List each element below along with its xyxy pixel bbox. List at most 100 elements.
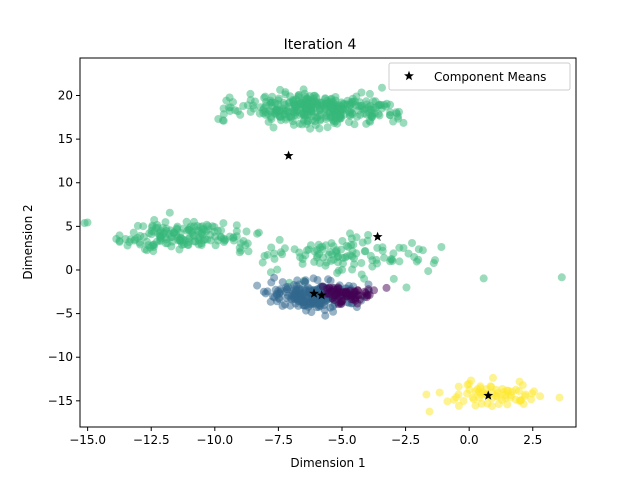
data-point bbox=[339, 259, 347, 268]
data-point bbox=[163, 239, 172, 248]
data-point bbox=[311, 113, 320, 122]
data-point bbox=[115, 236, 124, 245]
y-tick-label: 0 bbox=[65, 263, 73, 277]
data-point bbox=[149, 240, 158, 249]
data-point bbox=[280, 244, 289, 253]
data-point bbox=[494, 400, 503, 409]
data-point bbox=[313, 251, 322, 260]
data-point bbox=[310, 257, 319, 266]
data-point bbox=[530, 387, 538, 396]
data-point bbox=[338, 237, 347, 245]
data-point bbox=[386, 255, 395, 264]
data-point bbox=[267, 243, 276, 252]
y-tick-label: 5 bbox=[65, 219, 73, 233]
data-point bbox=[232, 221, 241, 230]
data-point bbox=[328, 284, 337, 293]
x-tick-label: −15.0 bbox=[69, 433, 106, 447]
data-point bbox=[263, 250, 272, 259]
data-point bbox=[346, 100, 355, 109]
data-point bbox=[314, 240, 323, 249]
data-point bbox=[286, 112, 295, 121]
data-point bbox=[329, 255, 338, 264]
x-tick-label: −2.5 bbox=[391, 433, 420, 447]
data-point bbox=[425, 407, 434, 416]
legend-box bbox=[388, 62, 571, 91]
component-mean-star bbox=[316, 290, 327, 300]
y-tick-label: 15 bbox=[58, 132, 73, 146]
data-point bbox=[322, 258, 331, 267]
data-point bbox=[471, 401, 480, 410]
component-means bbox=[283, 150, 494, 400]
data-point bbox=[363, 236, 372, 245]
component-mean-star bbox=[372, 231, 383, 242]
data-point bbox=[291, 103, 300, 112]
data-point bbox=[185, 224, 194, 233]
x-tick-label: −10.0 bbox=[196, 433, 233, 447]
data-point bbox=[476, 384, 485, 393]
data-point bbox=[536, 392, 545, 401]
data-point bbox=[299, 289, 308, 298]
data-point bbox=[402, 283, 411, 292]
data-point bbox=[267, 115, 276, 123]
data-point bbox=[341, 253, 350, 262]
data-point bbox=[303, 111, 312, 120]
data-point bbox=[515, 377, 524, 386]
data-point bbox=[315, 301, 324, 310]
data-point bbox=[412, 257, 421, 266]
data-point bbox=[276, 85, 285, 94]
data-point bbox=[246, 107, 255, 116]
legend-label: Component Means bbox=[434, 70, 546, 84]
x-axis-ticks: −15.0 −12.5 −10.0 −7.5 −5.0 −2.5 0.0 2.5 bbox=[69, 427, 542, 447]
data-point bbox=[218, 116, 227, 125]
data-point bbox=[232, 227, 241, 236]
data-point bbox=[373, 259, 381, 268]
data-point bbox=[270, 273, 279, 282]
data-point bbox=[286, 301, 295, 310]
data-point bbox=[318, 282, 327, 291]
data-point bbox=[487, 383, 496, 391]
data-point bbox=[273, 265, 282, 274]
data-point bbox=[395, 257, 404, 266]
data-point bbox=[244, 247, 253, 256]
data-point bbox=[165, 208, 174, 217]
data-point bbox=[362, 119, 371, 128]
chart-title: Iteration 4 bbox=[284, 37, 357, 53]
x-tick-label: −7.5 bbox=[264, 433, 293, 447]
data-point bbox=[378, 246, 387, 255]
data-point bbox=[399, 244, 408, 252]
data-point bbox=[431, 256, 439, 265]
data-point bbox=[156, 237, 165, 245]
data-point bbox=[443, 397, 452, 406]
data-point bbox=[348, 247, 357, 256]
data-point bbox=[454, 401, 463, 410]
data-point bbox=[389, 274, 398, 283]
data-point bbox=[503, 400, 512, 409]
data-point bbox=[437, 243, 446, 251]
data-point bbox=[289, 285, 298, 294]
component-mean-star bbox=[483, 390, 494, 400]
data-point bbox=[300, 89, 309, 98]
data-point bbox=[365, 89, 374, 98]
data-point bbox=[289, 120, 298, 129]
legend: Component Means bbox=[388, 62, 571, 91]
data-point bbox=[278, 278, 287, 287]
data-point bbox=[557, 273, 566, 282]
data-point bbox=[452, 393, 461, 402]
data-points bbox=[80, 83, 566, 416]
data-point bbox=[313, 276, 322, 284]
data-point bbox=[362, 293, 371, 302]
data-point bbox=[303, 117, 312, 126]
data-point bbox=[435, 388, 444, 397]
data-point bbox=[489, 373, 497, 382]
data-point bbox=[350, 120, 359, 129]
data-point bbox=[297, 295, 306, 304]
data-point bbox=[261, 110, 270, 119]
data-point bbox=[311, 120, 320, 129]
data-point bbox=[315, 99, 324, 108]
legend-star-icon bbox=[404, 70, 414, 81]
data-point bbox=[375, 100, 384, 109]
data-point bbox=[367, 109, 376, 118]
y-tick-label: −15 bbox=[48, 394, 73, 408]
data-point bbox=[338, 265, 347, 274]
data-point bbox=[337, 98, 346, 107]
